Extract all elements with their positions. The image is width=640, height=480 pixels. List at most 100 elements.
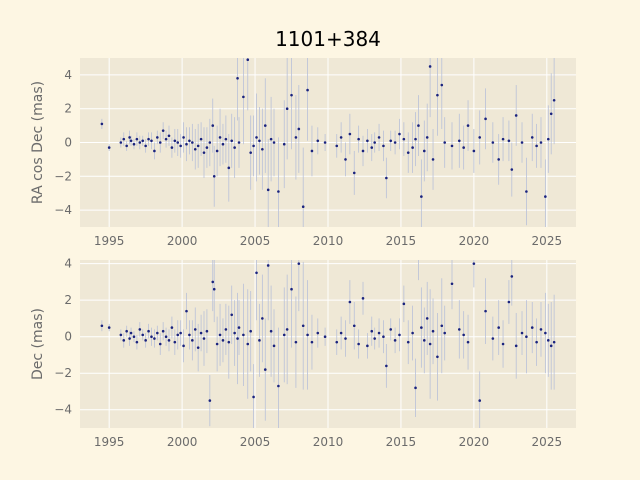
data-point: [501, 137, 505, 141]
data-point: [462, 333, 465, 337]
data-point: [462, 146, 465, 149]
data-point: [164, 137, 168, 141]
data-point: [129, 331, 133, 335]
data-point: [258, 339, 261, 342]
data-point: [514, 114, 518, 117]
data-point: [202, 337, 206, 340]
data-point: [249, 151, 252, 154]
data-point: [164, 335, 168, 338]
y-tick-label: 2: [64, 293, 72, 307]
data-point: [335, 144, 339, 148]
data-point: [544, 195, 547, 198]
data-point: [249, 329, 252, 333]
data-point: [211, 124, 215, 127]
data-point: [156, 331, 159, 335]
data-point: [182, 344, 185, 348]
data-point: [161, 129, 165, 132]
data-point: [428, 65, 432, 68]
data-point: [323, 335, 327, 338]
data-point: [373, 141, 376, 144]
data-point: [150, 139, 153, 143]
data-point: [242, 95, 245, 99]
data-point: [411, 331, 414, 335]
y-tick-label: −2: [54, 169, 72, 183]
data-point: [316, 331, 320, 335]
data-point: [436, 93, 439, 97]
data-point: [389, 328, 393, 331]
data-point: [285, 328, 289, 331]
data-point: [294, 136, 298, 139]
data-point: [236, 76, 239, 80]
data-point: [377, 136, 381, 139]
data-point: [431, 329, 435, 333]
data-point: [141, 333, 145, 337]
data-point: [425, 136, 429, 139]
y-tick-label: −4: [54, 203, 72, 217]
data-point: [398, 132, 401, 136]
data-point: [552, 340, 556, 344]
data-point: [107, 326, 111, 329]
data-point: [539, 328, 543, 331]
data-point: [173, 139, 177, 143]
y-tick-label: 4: [64, 257, 72, 271]
data-point: [335, 340, 339, 344]
data-point: [352, 171, 356, 175]
data-point: [230, 139, 234, 143]
data-point: [546, 339, 550, 342]
data-point: [150, 335, 153, 338]
data-point: [497, 326, 500, 329]
data-point: [236, 337, 239, 340]
y-axis-label: Dec (mas): [30, 308, 46, 380]
data-point: [224, 137, 228, 141]
data-point: [208, 399, 212, 402]
x-tick-label: 2020: [459, 435, 490, 449]
data-point: [141, 139, 145, 143]
data-point: [167, 134, 171, 138]
data-point: [525, 190, 528, 193]
data-point: [138, 141, 142, 144]
data-point: [176, 333, 180, 337]
data-point: [520, 331, 524, 335]
data-point: [179, 331, 182, 335]
data-point: [507, 300, 511, 304]
data-point: [173, 340, 177, 344]
data-point: [389, 139, 393, 143]
x-tick-label: 2005: [240, 435, 271, 449]
data-point: [261, 317, 264, 320]
data-point: [348, 132, 352, 136]
data-point: [290, 287, 293, 291]
data-point: [478, 399, 482, 402]
data-point: [352, 324, 356, 328]
data-point: [373, 337, 376, 340]
chart-title: 1101+384: [275, 27, 381, 51]
data-point: [218, 333, 222, 337]
data-point: [385, 176, 388, 180]
x-tick-label: 1995: [94, 435, 125, 449]
data-point: [525, 335, 528, 338]
data-point: [520, 141, 524, 144]
data-point: [440, 324, 444, 328]
data-point: [549, 344, 553, 348]
data-point: [297, 262, 301, 265]
data-point: [497, 158, 500, 161]
data-point: [428, 342, 432, 346]
data-point: [406, 340, 410, 344]
data-point: [125, 144, 128, 148]
data-point: [393, 339, 397, 342]
data-point: [161, 329, 165, 333]
data-point: [417, 124, 420, 127]
data-point: [205, 146, 209, 149]
x-tick-label: 2010: [313, 234, 344, 248]
data-point: [282, 333, 286, 337]
data-point: [212, 287, 216, 291]
data-point: [484, 117, 487, 121]
data-point: [205, 329, 209, 333]
data-point: [135, 340, 139, 344]
data-point: [156, 136, 159, 139]
data-point: [310, 340, 314, 344]
data-point: [539, 141, 543, 144]
data-point: [246, 342, 250, 346]
data-point: [272, 141, 276, 144]
data-point: [261, 147, 264, 151]
